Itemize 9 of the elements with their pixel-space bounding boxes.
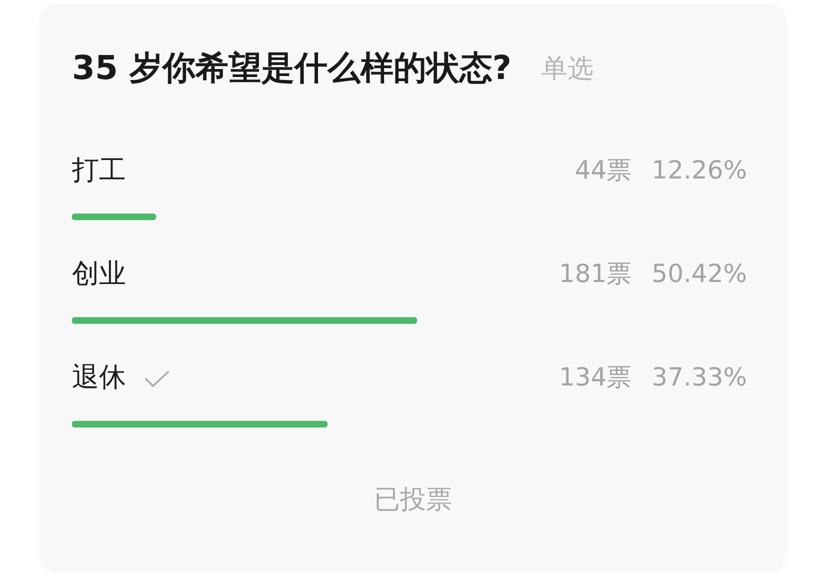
chart-title: 35 岁你希望是什么样的状态? <box>72 46 512 88</box>
y-tick-label: 打工 <box>71 154 126 186</box>
data-label: 181票 50.42% <box>559 259 747 288</box>
y-tick-label: 创业 <box>72 258 126 290</box>
y-tick-label: 退休 <box>72 362 126 394</box>
data-label: 134票 37.33% <box>559 362 747 392</box>
data-label: 44票 12.26% <box>574 155 747 184</box>
text: 单选 <box>542 52 594 86</box>
text: 已投票 <box>374 485 452 515</box>
